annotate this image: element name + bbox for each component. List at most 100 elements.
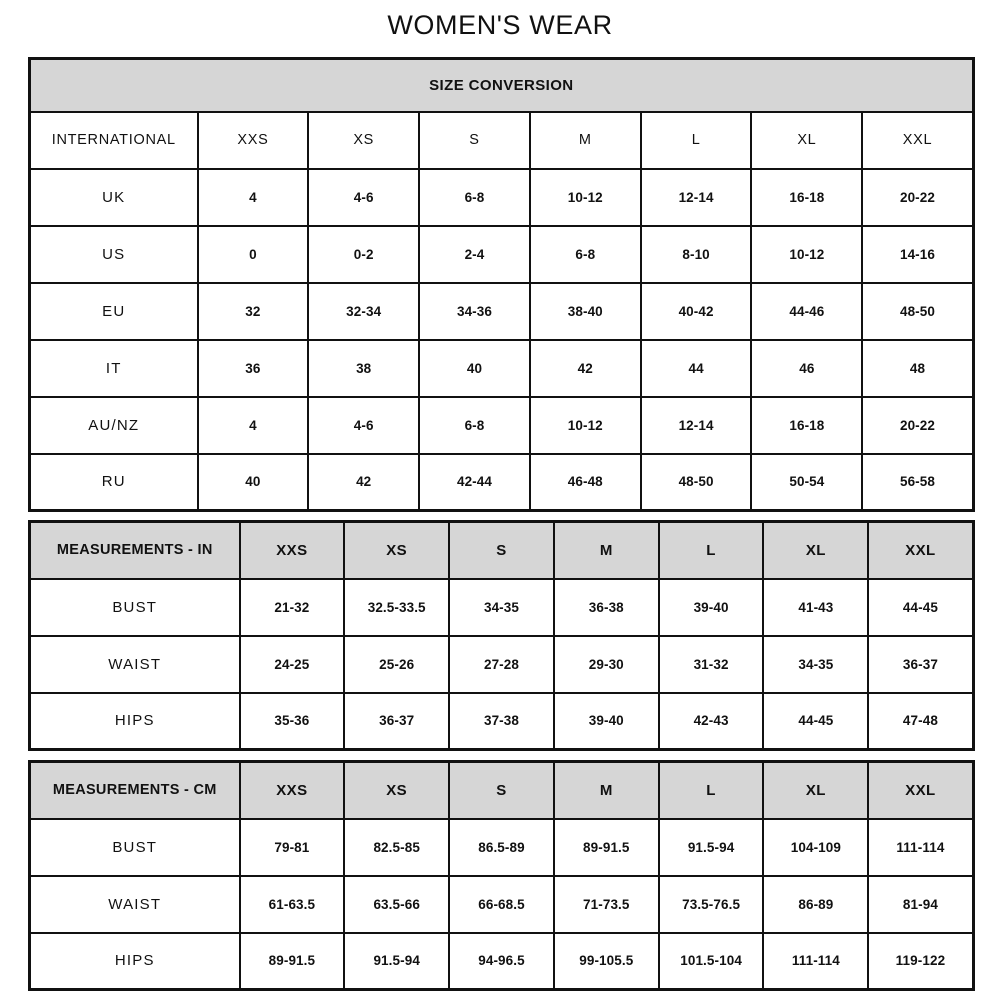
cell-aunz-s: 6-8 (418, 395, 531, 455)
cell-ru-m: 46-48 (528, 452, 642, 512)
header-cell-xs: XS (307, 110, 421, 170)
cell-in-hips-xxl: 47-48 (867, 691, 975, 751)
cell-in-hips-l: 42-43 (657, 691, 765, 751)
header-cell-in-s: S (448, 520, 555, 580)
cell-cm-bust-xl: 104-109 (762, 817, 870, 877)
row-label-cm-bust: BUST (28, 817, 241, 877)
table-row: BUST 21-32 32.5-33.5 34-35 36-38 39-40 4… (28, 577, 975, 637)
row-label-in-bust: BUST (28, 577, 241, 637)
cell-uk-xl: 16-18 (750, 167, 864, 227)
cell-cm-bust-l: 91.5-94 (657, 817, 765, 877)
measurements-cm-table: MEASUREMENTS - CM XXS XS S M L XL XXL BU… (28, 760, 975, 991)
table-row: WAIST 61-63.5 63.5-66 66-68.5 71-73.5 73… (28, 874, 975, 934)
measurements-inches-table: MEASUREMENTS - IN XXS XS S M L XL XXL BU… (28, 520, 975, 751)
header-cell-international: INTERNATIONAL (28, 110, 199, 170)
row-label-us: US (28, 224, 199, 284)
cell-us-m: 6-8 (528, 224, 642, 284)
cell-aunz-xs: 4-6 (307, 395, 421, 455)
row-label-cm-hips: HIPS (28, 931, 241, 991)
cell-in-bust-m: 36-38 (552, 577, 660, 637)
cell-in-hips-xs: 36-37 (343, 691, 451, 751)
table-row: HIPS 89-91.5 91.5-94 94-96.5 99-105.5 10… (28, 931, 975, 991)
cell-cm-hips-m: 99-105.5 (552, 931, 660, 991)
cell-us-xl: 10-12 (750, 224, 864, 284)
cell-eu-m: 38-40 (528, 281, 642, 341)
header-cell-measurements-in: MEASUREMENTS - IN (28, 520, 241, 580)
cell-cm-hips-xl: 111-114 (762, 931, 870, 991)
row-label-aunz: AU/NZ (28, 395, 199, 455)
table-row: RU 40 42 42-44 46-48 48-50 50-54 56-58 (28, 452, 975, 512)
cell-ru-l: 48-50 (639, 452, 753, 512)
header-cell-cm-l: L (657, 760, 765, 820)
cell-it-m: 42 (528, 338, 642, 398)
header-cell-in-l: L (657, 520, 765, 580)
cell-cm-bust-xxs: 79-81 (238, 817, 346, 877)
cell-uk-s: 6-8 (418, 167, 531, 227)
cell-eu-xs: 32-34 (307, 281, 421, 341)
cell-cm-bust-xxl: 111-114 (867, 817, 975, 877)
row-label-in-waist: WAIST (28, 634, 241, 694)
row-label-in-hips: HIPS (28, 691, 241, 751)
cell-in-waist-xs: 25-26 (343, 634, 451, 694)
cell-it-xs: 38 (307, 338, 421, 398)
cell-uk-xs: 4-6 (307, 167, 421, 227)
cell-ru-xxs: 40 (196, 452, 310, 512)
cell-us-xxs: 0 (196, 224, 310, 284)
cell-uk-l: 12-14 (639, 167, 753, 227)
cell-eu-l: 40-42 (639, 281, 753, 341)
cell-in-bust-xxs: 21-32 (238, 577, 346, 637)
cell-cm-bust-m: 89-91.5 (552, 817, 660, 877)
cell-cm-waist-xl: 86-89 (762, 874, 870, 934)
cell-eu-s: 34-36 (418, 281, 531, 341)
row-label-uk: UK (28, 167, 199, 227)
cell-in-waist-xxs: 24-25 (238, 634, 346, 694)
cell-us-s: 2-4 (418, 224, 531, 284)
table-row: US 0 0-2 2-4 6-8 8-10 10-12 14-16 (28, 224, 975, 284)
table-row: AU/NZ 4 4-6 6-8 10-12 12-14 16-18 20-22 (28, 395, 975, 455)
row-label-cm-waist: WAIST (28, 874, 241, 934)
cell-it-xxl: 48 (861, 338, 975, 398)
cell-cm-bust-xs: 82.5-85 (343, 817, 451, 877)
cell-in-waist-m: 29-30 (552, 634, 660, 694)
cell-us-xs: 0-2 (307, 224, 421, 284)
cell-in-bust-xxl: 44-45 (867, 577, 975, 637)
table-row: UK 4 4-6 6-8 10-12 12-14 16-18 20-22 (28, 167, 975, 227)
header-cell-cm-xxs: XXS (238, 760, 346, 820)
cell-in-waist-xxl: 36-37 (867, 634, 975, 694)
cell-it-l: 44 (639, 338, 753, 398)
cell-us-xxl: 14-16 (861, 224, 975, 284)
table-banner-row: SIZE CONVERSION (28, 57, 975, 113)
row-label-ru: RU (28, 452, 199, 512)
header-cell-cm-xs: XS (343, 760, 451, 820)
cell-eu-xl: 44-46 (750, 281, 864, 341)
cell-aunz-xxs: 4 (196, 395, 310, 455)
cell-aunz-xxl: 20-22 (861, 395, 975, 455)
cell-cm-bust-s: 86.5-89 (448, 817, 555, 877)
cell-uk-xxs: 4 (196, 167, 310, 227)
cell-in-waist-s: 27-28 (448, 634, 555, 694)
cell-in-bust-xs: 32.5-33.5 (343, 577, 451, 637)
table-row: WAIST 24-25 25-26 27-28 29-30 31-32 34-3… (28, 634, 975, 694)
row-label-eu: EU (28, 281, 199, 341)
size-conversion-table: SIZE CONVERSION INTERNATIONAL XXS XS S M… (28, 57, 975, 512)
table-row: HIPS 35-36 36-37 37-38 39-40 42-43 44-45… (28, 691, 975, 751)
table-header-row: MEASUREMENTS - CM XXS XS S M L XL XXL (28, 760, 975, 820)
cell-in-hips-s: 37-38 (448, 691, 555, 751)
cell-it-xxs: 36 (196, 338, 310, 398)
cell-cm-hips-xxl: 119-122 (867, 931, 975, 991)
cell-it-xl: 46 (750, 338, 864, 398)
cell-cm-waist-xxs: 61-63.5 (238, 874, 346, 934)
cell-uk-xxl: 20-22 (861, 167, 975, 227)
cell-in-hips-xl: 44-45 (762, 691, 870, 751)
cell-in-hips-xxs: 35-36 (238, 691, 346, 751)
header-cell-cm-m: M (552, 760, 660, 820)
header-cell-cm-xl: XL (762, 760, 870, 820)
cell-cm-waist-m: 71-73.5 (552, 874, 660, 934)
cell-ru-xs: 42 (307, 452, 421, 512)
header-cell-xxl: XXL (861, 110, 975, 170)
cell-it-s: 40 (418, 338, 531, 398)
cell-ru-s: 42-44 (418, 452, 531, 512)
cell-ru-xxl: 56-58 (861, 452, 975, 512)
header-cell-xl: XL (750, 110, 864, 170)
cell-ru-xl: 50-54 (750, 452, 864, 512)
